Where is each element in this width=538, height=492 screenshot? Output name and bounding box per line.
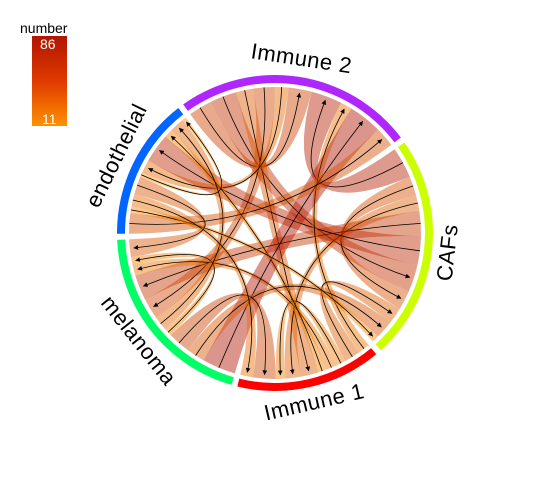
link-arrow-12 (277, 300, 342, 376)
sector-label-immune-2: Immune 2 (249, 38, 353, 78)
sector-label-cafs: CAFs (432, 223, 463, 282)
link-band-19 (156, 120, 225, 330)
link-arrow-7 (289, 202, 418, 375)
link-arrow-6 (340, 185, 414, 299)
link-arrow-9 (159, 150, 420, 252)
chord-sectors (117, 74, 433, 392)
link-arrow-16 (195, 285, 382, 356)
link-band-5 (303, 91, 410, 193)
link-band-13 (132, 258, 337, 370)
color-legend: number 86 11 (20, 20, 68, 127)
sector-arc-melanoma (117, 239, 234, 385)
link-arrow-4 (148, 87, 283, 189)
link-band-16 (187, 283, 391, 361)
link-band-6 (339, 176, 417, 309)
link-arrow-24 (140, 121, 223, 196)
link-arrow-19 (160, 127, 224, 325)
link-arrow-20 (129, 139, 383, 225)
link-arrow-2 (244, 90, 311, 372)
link-band-1 (210, 92, 418, 292)
link-band-10 (312, 102, 369, 353)
link-arrow-10 (313, 108, 365, 349)
link-arrow-1 (222, 96, 411, 279)
link-arrow-13 (137, 261, 332, 368)
link-arrow-18 (135, 254, 215, 333)
link-band-23 (129, 176, 206, 258)
link-arrow-11 (321, 281, 393, 358)
link-arrow-8 (142, 222, 421, 287)
link-band-7 (284, 195, 420, 379)
link-band-9 (148, 136, 421, 266)
legend-title: number (20, 20, 68, 36)
link-arrow-0 (199, 92, 302, 168)
link-arrow-14 (170, 135, 323, 372)
link-band-11 (319, 280, 400, 361)
link-arrow-23 (133, 184, 206, 250)
link-band-14 (165, 130, 327, 373)
legend-max-label: 86 (40, 36, 56, 52)
link-band-2 (236, 88, 319, 377)
link-arrow-22 (132, 199, 253, 373)
link-arrow-5 (310, 99, 404, 188)
sector-arc-immune-1 (237, 348, 377, 392)
sector-arc-cafs (375, 142, 433, 351)
chord-links (129, 87, 421, 380)
legend-min-label: 11 (42, 111, 57, 127)
link-band-8 (135, 210, 421, 300)
link-arrow-21 (130, 209, 373, 337)
sector-arc-endothelial (117, 108, 184, 234)
link-band-20 (129, 129, 392, 234)
link-band-0 (190, 87, 312, 169)
link-arrow-15 (218, 120, 364, 368)
link-band-17 (170, 293, 276, 380)
legend-color-bar (32, 36, 67, 126)
